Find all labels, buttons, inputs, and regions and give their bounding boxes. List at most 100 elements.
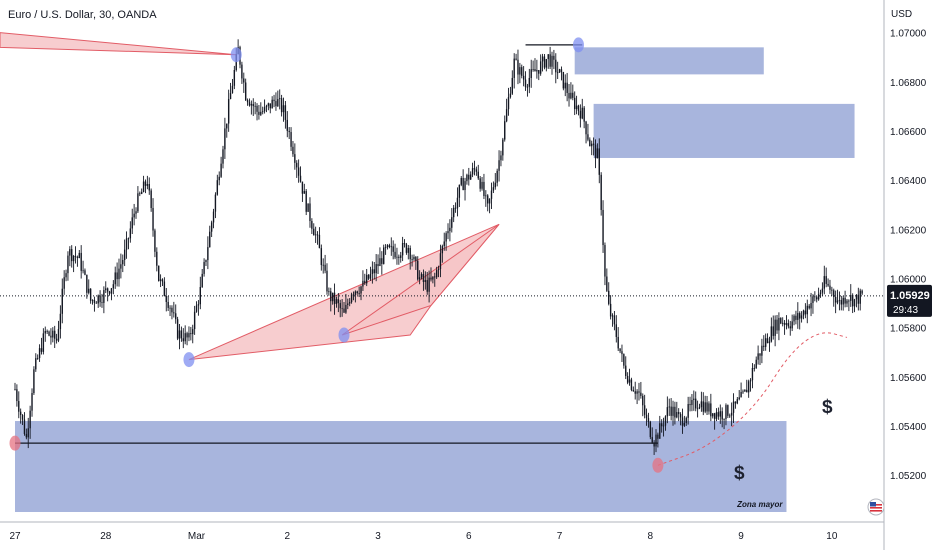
candle-body xyxy=(778,317,780,331)
candle-body xyxy=(227,99,230,124)
candle-body xyxy=(744,389,746,392)
candles-layer xyxy=(14,39,863,455)
candle-body xyxy=(834,297,837,303)
candle-body xyxy=(498,160,500,171)
candle-body xyxy=(823,276,825,289)
candle-body xyxy=(133,213,135,218)
candle-body xyxy=(553,55,555,60)
candle-body xyxy=(751,368,754,381)
candle-body xyxy=(125,238,128,250)
candle-body xyxy=(163,281,166,297)
candle-body xyxy=(127,238,130,240)
candle-body xyxy=(795,315,797,320)
candle-body xyxy=(279,98,281,100)
candle-body xyxy=(806,305,808,315)
candle-body xyxy=(248,102,251,106)
candle-body xyxy=(137,193,139,212)
candle-body xyxy=(513,58,515,78)
candle-body xyxy=(347,303,349,305)
candle-body xyxy=(842,297,844,305)
candle-body xyxy=(804,310,807,315)
candle-body xyxy=(859,290,861,304)
candle-body xyxy=(449,227,451,232)
candle-body xyxy=(403,243,406,245)
candle-body xyxy=(591,143,593,147)
candle-body xyxy=(621,351,623,355)
candle-body xyxy=(466,174,468,182)
candle-body xyxy=(831,289,833,291)
candle-body xyxy=(821,288,824,293)
candle-body xyxy=(409,247,411,260)
candle-body xyxy=(827,283,829,286)
candle-body xyxy=(354,291,357,295)
candle-body xyxy=(288,130,290,133)
candle-body xyxy=(176,319,179,339)
candle-body xyxy=(800,315,803,319)
candle-body xyxy=(435,270,438,278)
us-flag-icon[interactable] xyxy=(867,498,885,516)
candle-body xyxy=(265,105,268,108)
candle-body xyxy=(785,323,788,325)
candle-body xyxy=(106,288,109,292)
candle-body xyxy=(400,255,402,258)
candle-body xyxy=(585,121,587,135)
candle-body xyxy=(91,299,94,301)
candle-body xyxy=(218,176,220,181)
candle-body xyxy=(188,333,190,338)
candle-body xyxy=(76,256,79,258)
candle-body xyxy=(216,180,219,195)
candle-body xyxy=(33,369,35,394)
candle-body xyxy=(481,181,483,189)
candle-body xyxy=(517,59,519,75)
candle-body xyxy=(297,167,300,176)
candle-body xyxy=(280,98,283,113)
candle-body xyxy=(521,67,523,76)
candle-body xyxy=(82,270,84,272)
candle-body xyxy=(57,329,60,341)
candle-body xyxy=(719,411,721,417)
candle-body xyxy=(713,413,716,419)
candle-body xyxy=(301,181,304,194)
candle-body xyxy=(447,231,449,234)
candle-body xyxy=(657,434,659,439)
candle-body xyxy=(468,174,470,180)
candle-body xyxy=(547,54,549,60)
candle-body xyxy=(549,54,551,67)
candle-body xyxy=(672,406,674,416)
candle-body xyxy=(555,59,557,73)
candle-body xyxy=(543,56,546,68)
candle-body xyxy=(556,72,559,74)
candle-body xyxy=(103,290,105,303)
candle-body xyxy=(851,294,854,307)
price-tag-value: 1.05929 xyxy=(890,290,930,302)
time-axis[interactable]: 27 28 Mar 2 3 6 7 8 9 10 xyxy=(9,531,837,542)
time-tick-label: 6 xyxy=(466,531,472,542)
candle-body xyxy=(146,184,149,186)
candle-body xyxy=(243,78,245,83)
candle-body xyxy=(689,404,691,406)
candle-body xyxy=(420,274,423,278)
chart-title: Euro / U.S. Dollar, 30, OANDA xyxy=(8,9,157,21)
candle-body xyxy=(171,307,173,313)
candle-body xyxy=(27,428,29,438)
candle-body xyxy=(799,313,801,319)
candle-body xyxy=(532,69,534,70)
candle-body xyxy=(475,169,478,172)
candle-body xyxy=(698,407,701,409)
price-axis[interactable]: 1.05200 1.05400 1.05600 1.05800 1.06000 1.062… xyxy=(890,29,927,483)
candle-body xyxy=(428,277,430,292)
candle-body xyxy=(379,258,381,267)
candle-body xyxy=(445,233,447,242)
marker-2 xyxy=(230,47,242,63)
candle-body xyxy=(492,187,495,191)
candle-body xyxy=(307,203,309,212)
candle-body xyxy=(592,143,595,145)
candle-body xyxy=(154,230,156,252)
candle-body xyxy=(313,228,315,236)
candle-body xyxy=(63,277,65,289)
candle-body xyxy=(619,348,621,352)
candle-body xyxy=(21,414,24,420)
candle-body xyxy=(662,425,665,427)
